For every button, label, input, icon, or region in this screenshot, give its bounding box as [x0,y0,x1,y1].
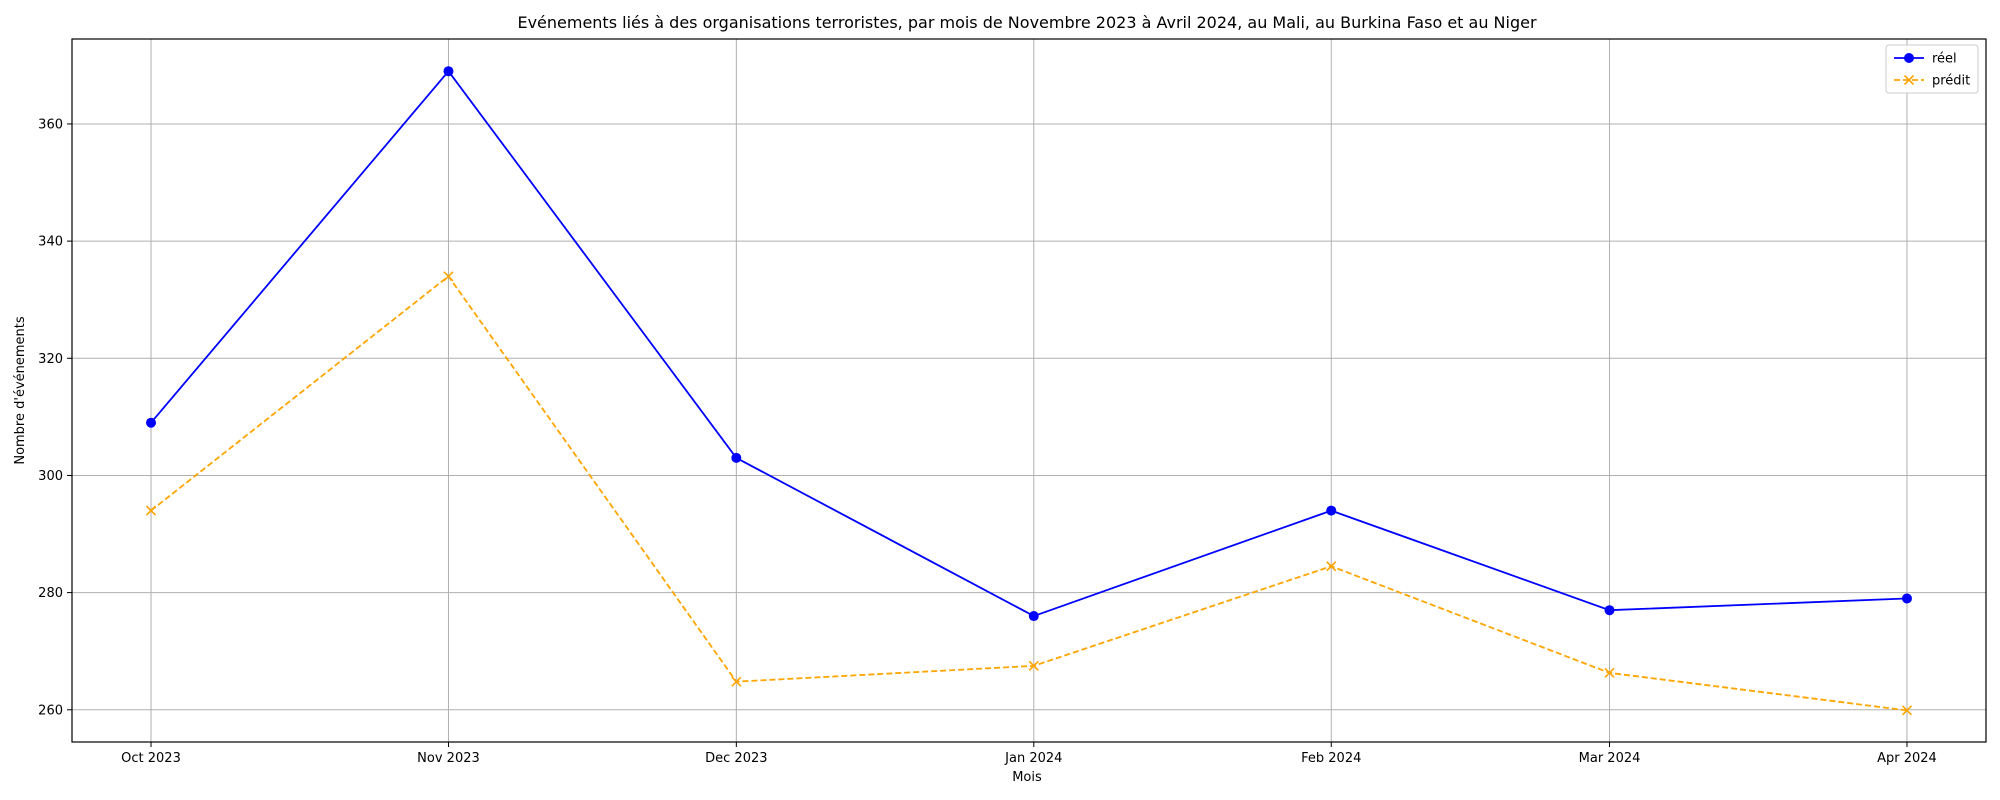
x-tick-label: Oct 2023 [121,751,181,766]
data-point [1326,561,1337,572]
y-axis-label: Nombre d'événements [13,316,28,465]
legend-marker [1903,74,1915,86]
plot-area [145,66,1913,716]
data-point [1901,593,1912,604]
legend-label: réel [1932,52,1957,67]
data-point [1326,505,1337,516]
data-point [145,505,157,516]
data-point [443,271,454,282]
series-line-2 [150,274,1908,712]
y-tick-label: 260 [38,703,63,718]
data-point [731,676,742,687]
x-tick-label: Apr 2024 [1877,751,1937,766]
chart-title: Evénements liés à des organisations terr… [517,13,1537,32]
series-line-1 [150,69,1908,618]
y-tick-label: 280 [38,586,63,601]
legend: réel prédit [1885,44,1979,94]
legend-label: prédit [1932,74,1970,89]
axes: Oct 2023 Nov 2023 Dec 2023 Jan 2024 Feb 2024… [38,117,1937,766]
data-point [1604,667,1615,678]
y-tick-label: 340 [38,235,63,250]
x-tick-label: Dec 2023 [705,751,767,766]
data-point [731,452,742,463]
data-point [1604,605,1615,616]
x-tick-label: Mar 2024 [1579,751,1641,766]
y-tick-label: 300 [38,469,63,484]
y-tick-label: 360 [38,117,63,132]
y-tick-label: 320 [38,352,63,367]
legend-marker [1904,53,1914,63]
plot-frame [71,38,1987,743]
data-point [1901,705,1913,716]
grid [72,39,1986,742]
x-tick-label: Jan 2024 [1004,751,1062,766]
data-point [443,66,454,77]
data-point [1028,611,1039,622]
x-axis-label: Mois [1012,770,1042,785]
x-tick-label: Feb 2024 [1301,751,1361,766]
data-point [1028,660,1039,671]
data-point [146,417,157,428]
x-tick-label: Nov 2023 [417,751,480,766]
